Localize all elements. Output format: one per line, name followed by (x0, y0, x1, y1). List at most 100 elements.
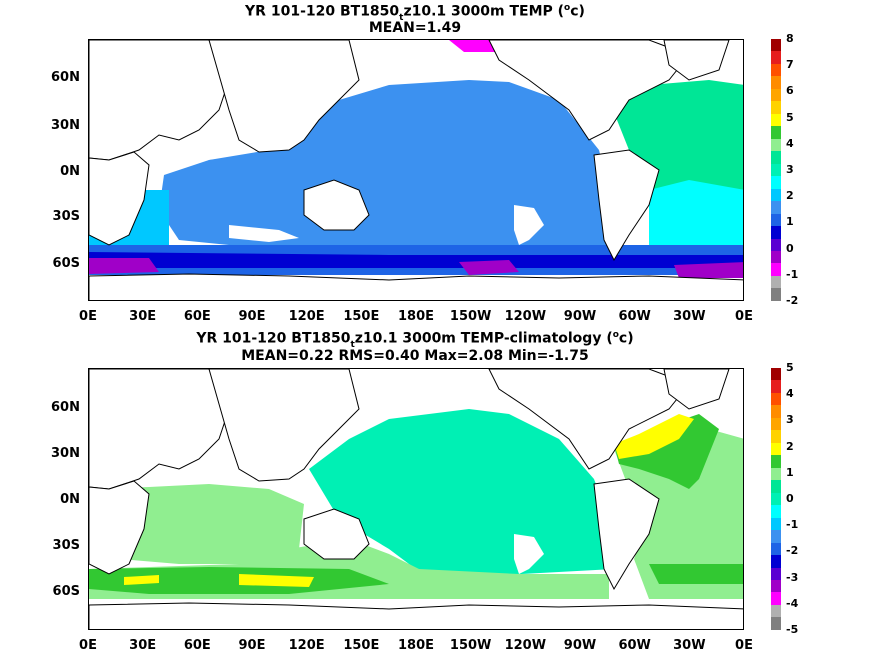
panel1-lon-label: 120W (504, 309, 547, 324)
panel1-colorbar-cell (771, 163, 781, 177)
panel2-lat-60N: 60N (51, 400, 80, 415)
gulf-stream-positive (614, 414, 719, 489)
south-atlantic-green (649, 564, 743, 584)
panel1-lon-label: 60W (618, 309, 651, 324)
panel1-colorbar-cell (771, 39, 781, 52)
africa (89, 480, 150, 575)
panel1-lon-label: 0E (735, 309, 753, 324)
panel1-colorbar-label: 1 (786, 215, 794, 229)
panel2-colorbar-cell (771, 505, 781, 518)
panel1-colorbar-cell (771, 126, 781, 139)
panel2-colorbar-cell (771, 617, 781, 630)
panel1-lon-label: 30E (129, 309, 157, 324)
panel2-colorbar-cell (771, 579, 781, 593)
panel1-colorbar-cell (771, 226, 781, 239)
panel2-colorbar-cell (771, 392, 781, 406)
panel2-colorbar-cell (771, 542, 781, 556)
panel2-colorbar-label: -1 (786, 518, 799, 532)
panel1-lat-60N: 60N (51, 70, 80, 85)
panel1-lon-label: 90E (238, 309, 266, 324)
panel1-lon-label: 150E (343, 309, 380, 324)
australia (303, 508, 370, 560)
panel2-colorbar-label: 5 (786, 361, 794, 374)
south-america (593, 149, 660, 262)
greenland (663, 40, 730, 81)
antarctic-purple-3 (674, 262, 743, 278)
greenland (663, 369, 730, 410)
mid-ocean-ridge-1 (514, 205, 544, 245)
panel2-colorbar-cell (771, 405, 781, 418)
panel1-colorbar-cell (771, 88, 781, 102)
panel2-map (88, 368, 744, 630)
panel1-colorbar-label: -2 (786, 294, 799, 307)
panel1-colorbar-cell (771, 113, 781, 127)
southern-deep-band (89, 252, 743, 268)
australia (303, 179, 370, 231)
panel1-lat-60S: 60S (52, 256, 80, 271)
panel2-colorbar-cell (771, 380, 781, 393)
panel1-colorbar-cell (771, 76, 781, 89)
panel2-colorbar-label: -5 (786, 623, 799, 636)
antarctica (89, 273, 743, 300)
panel2-colorbar-label: -2 (786, 544, 799, 558)
africa (89, 151, 150, 246)
panel1-lon-label: 180E (397, 309, 435, 324)
panel2-colorbar-cell (771, 555, 781, 568)
panel1-colorbar-label: 7 (786, 58, 794, 72)
panel2-colorbar-cell (771, 604, 781, 618)
gulf-stream-yellow (614, 414, 694, 459)
panel2-colorbar-cell (771, 368, 781, 381)
antarctic-purple-2 (459, 260, 519, 275)
panel2-lon-label: 90E (238, 638, 266, 653)
atlantic-anomaly-field (614, 429, 743, 599)
panel1-colorbar-cell (771, 138, 781, 152)
panel2-subtitle: MEAN=0.22 RMS=0.40 Max=2.08 Min=-1.75 (241, 348, 589, 364)
panel1-subtitle: MEAN=1.49 (368, 20, 462, 36)
panel2-lon-label: 120E (288, 638, 325, 653)
panel2-lat-30N: 30N (51, 446, 80, 461)
south-atlantic-field (649, 180, 743, 255)
panel1-colorbar-cell (771, 176, 781, 189)
panel2-colorbar-label: 2 (786, 439, 794, 453)
panel2-lon-label: 90W (563, 638, 597, 653)
panel2-colorbar-cell (771, 567, 781, 580)
asia (208, 40, 360, 153)
panel2-colorbar-label: 1 (786, 465, 794, 479)
panel2-title: YR 101-120 BT1850tz10.1 3000m TEMP-clima… (196, 330, 634, 350)
southern-yellow-2 (239, 574, 314, 587)
panel2-colorbar-cell (771, 442, 781, 456)
panel1-colorbar-cell (771, 151, 781, 164)
panel1-lat-30N: 30N (51, 118, 80, 133)
panel1-colorbar-label: 2 (786, 189, 794, 203)
antarctica (89, 602, 743, 629)
panel1-colorbar-label: -1 (786, 267, 799, 281)
panel2-colorbar-cell (771, 480, 781, 493)
indian-ocean-field (159, 155, 304, 245)
panel2-colorbar-cell (771, 492, 781, 506)
south-america (593, 478, 660, 591)
atlantic-field (609, 80, 743, 210)
panel2-colorbar-label: 0 (786, 492, 794, 505)
asia (208, 369, 360, 482)
panel1-colorbar (771, 39, 781, 301)
pacific-anomaly-field (309, 409, 614, 579)
panel2-colorbar-cell (771, 467, 781, 481)
panel2-colorbar-cell (771, 530, 781, 543)
panel1-title: YR 101-120 BT1850tz10.1 3000m TEMP (oc) (245, 3, 585, 23)
panel1-colorbar-label: 8 (786, 32, 794, 45)
panel1-colorbar-label: 5 (786, 110, 794, 124)
panel1-colorbar-cell (771, 263, 781, 276)
panel1-map (88, 39, 744, 301)
panel1-lat-0N: 0N (60, 164, 80, 179)
panel2-lon-label: 60E (183, 638, 211, 653)
panel1-colorbar-label: 4 (786, 136, 794, 150)
panel1-colorbar-label: 3 (786, 163, 794, 176)
panel2-lon-label: 0E (735, 638, 753, 653)
panel1-colorbar-cell (771, 213, 781, 227)
panel1-colorbar-cell (771, 238, 781, 251)
antarctic-purple-1 (89, 258, 159, 274)
panel1-lon-label: 120E (288, 309, 325, 324)
panel2-colorbar-cell (771, 592, 781, 605)
panel1-lon-label: 30W (673, 309, 706, 324)
panel2-colorbar-cell (771, 517, 781, 531)
